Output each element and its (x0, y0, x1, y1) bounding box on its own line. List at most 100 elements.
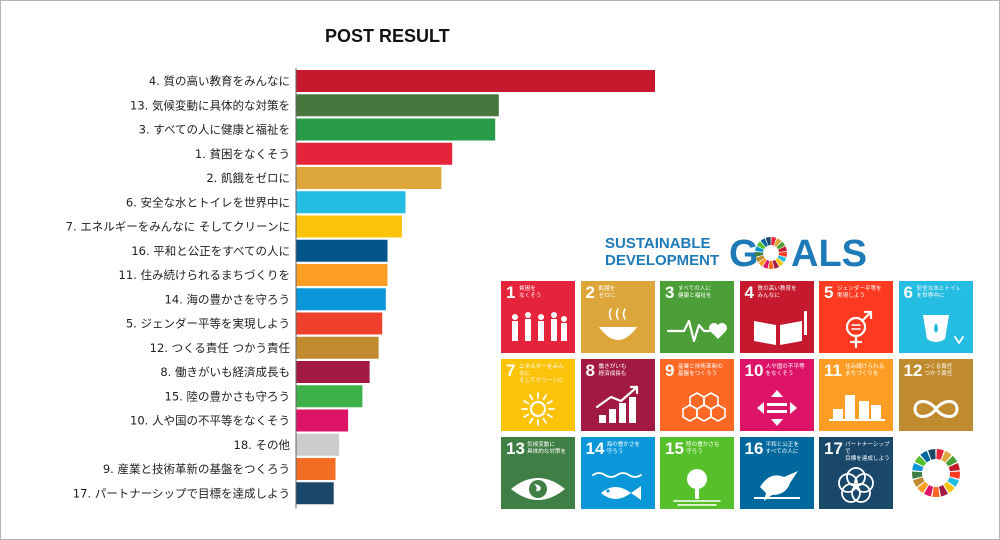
sdg-tile-title: エネルギーをみんなに そしてクリーンに (519, 364, 564, 384)
bar-6 (296, 215, 402, 238)
sdg-tile-number: 6 (903, 283, 913, 302)
category-label-3: 1. 貧困をなくそう (195, 147, 290, 161)
category-label-9: 14. 海の豊かさを守ろう (165, 292, 290, 306)
sdg-tile-2: 2 飢餓を ゼロに (580, 281, 655, 353)
eye-globe-icon (511, 478, 565, 500)
sdg-tile-number: 5 (824, 283, 834, 302)
sdg-tile-title: 働きがいも 経済成長も (598, 364, 627, 377)
bar-10 (296, 312, 383, 335)
sdg-tile-title: 産業と技術革新の 基盤をつくろう (678, 364, 723, 377)
category-label-12: 8. 働きがいも経済成長も (160, 365, 290, 379)
category-label-2: 3. すべての人に健康と福祉を (139, 123, 290, 137)
sdg-tile-number: 3 (665, 283, 675, 302)
sdg-tile-8: 8 働きがいも 経済成長も (580, 359, 655, 431)
sdg-tile-4: 4 質の高い教育を みんなに (739, 281, 814, 353)
sdg-tile-number: 4 (744, 283, 754, 302)
category-label-10: 5. ジェンダー平等を実現しよう (126, 317, 290, 331)
sdg-tile-graphic (913, 400, 958, 418)
cubes-icon (682, 392, 726, 422)
bar-0 (296, 70, 655, 92)
sdg-tile-title: 海の豊かさを 守ろう (606, 442, 641, 455)
bar-17 (296, 482, 334, 505)
category-labels-group: 4. 質の高い教育をみんなに 13. 気候変動に具体的な対策を 3. すべての人に健… (66, 74, 291, 500)
chart-title: POST RESULT (325, 26, 450, 46)
sdg-tile-graphic (756, 390, 797, 426)
sdg-tile-graphic (511, 478, 565, 500)
sdg-tile-title: 住み続けられる まちづくりを (845, 364, 885, 377)
dove-icon (753, 471, 800, 501)
sdg-tile-title: つくる責任 つかう責任 (924, 364, 953, 377)
sdg-tile-graphic (521, 392, 555, 426)
sdg-tile-1: 1 貧困を なくそう (501, 281, 575, 353)
category-label-1: 13. 気候変動に具体的な対策を (130, 98, 290, 112)
sdg-tile-12: 12 つくる責任 つかう責任 (898, 359, 973, 431)
sdg-tile-graphic (753, 471, 800, 501)
bar-15 (296, 433, 340, 456)
sdg-tile-graphic (845, 310, 873, 349)
bar-4 (296, 167, 442, 189)
bar-1 (296, 94, 499, 117)
sdg-tile-title: パートナーシップで 目標を達成しよう (845, 442, 890, 462)
sdg-tile-number: 13 (506, 439, 525, 458)
sdg-tile-5: 5 ジェンダー平等を 実現しよう (819, 281, 893, 353)
sdg-tile-number: 8 (585, 361, 595, 380)
bowl-icon (598, 308, 637, 340)
book-icon (753, 311, 807, 345)
sdg-tile-wheel (898, 437, 973, 509)
sdg-tile-title: ジェンダー平等を 実現しよう (837, 286, 882, 299)
sdg-tile-graphic (838, 467, 874, 503)
category-label-0: 4. 質の高い教育をみんなに (149, 74, 290, 88)
sdg-tile-number: 16 (744, 439, 764, 458)
bar-12 (296, 361, 370, 383)
bar-3 (296, 142, 453, 165)
sdg-tile-graphic (753, 311, 807, 345)
sdg-tile-graphic (598, 308, 637, 340)
bar-9 (296, 288, 386, 311)
sdg-tile-title: 安全な水とトイレ を世界中に (916, 286, 962, 299)
sdg-tile-10: 10 人や国の不平等 をなくそう (739, 359, 814, 431)
category-label-8: 11. 住み続けられるまちづくりを (119, 268, 290, 282)
bar-2 (296, 118, 496, 141)
sdg-tile-number: 10 (744, 361, 764, 380)
bar-16 (296, 458, 336, 480)
sdg-tile-graphic (829, 395, 885, 421)
sdg-tile-graphic (512, 312, 567, 341)
sun-icon (521, 392, 555, 426)
sdg-tile-title: 陸の豊かさも 守ろう (686, 442, 720, 455)
sdg-tile-title: 平和と公正を すべての人に (765, 442, 800, 455)
logo-big-g: G (729, 233, 759, 274)
rings-icon (838, 467, 874, 503)
category-label-7: 16. 平和と公正をすべての人に (131, 244, 290, 258)
city-icon (829, 395, 885, 421)
category-label-17: 17. パートナーシップで目標を達成しよう (73, 486, 290, 500)
sdg-tile-title: 質の高い教育を みんなに (757, 286, 797, 299)
sdg-tile-14: 14 海の豊かさを 守ろう (580, 437, 655, 509)
category-label-16: 9. 産業と技術革新の基盤をつくろう (103, 462, 290, 476)
sdg-tile-graphic (591, 472, 642, 500)
sdg-tile-7: 7 エネルギーをみんなに そしてクリーンに (501, 359, 575, 431)
sdg-tile-number: 15 (665, 439, 684, 458)
sdg-tile-number: 17 (824, 439, 843, 458)
sdg-icons-grid: 1 貧困を なくそう 2 飢餓を ゼロに 3 すべての人に 健康と福祉を 4 質の高い教育を … (501, 281, 973, 513)
sdg-tile-title: 貧困を なくそう (519, 286, 542, 299)
sdg-tile-6: 6 安全な水とトイレ を世界中に (898, 281, 973, 353)
category-label-5: 6. 安全な水とトイレを世界中に (126, 195, 290, 209)
sdg-tile-title: すべての人に 健康と福祉を (678, 286, 712, 299)
category-label-15: 18. その他 (234, 438, 291, 452)
category-label-6: 7. エネルギーをみんなに そしてクリーンに (66, 220, 290, 234)
sdg-tile-number: 12 (903, 361, 923, 380)
water-icon (922, 315, 964, 344)
logo-line1: SUSTAINABLE (605, 235, 711, 252)
heartbeat-icon (666, 319, 727, 343)
category-label-11: 12. つくる責任 つかう責任 (150, 341, 291, 355)
bar-13 (296, 385, 363, 408)
sdg-tile-17: 17 パートナーシップで 目標を達成しよう (819, 437, 893, 509)
bar-5 (296, 191, 406, 214)
tree-icon (673, 469, 721, 506)
bar-11 (296, 336, 379, 359)
sdg-wheel-icon (755, 237, 787, 269)
family-icon (512, 312, 567, 341)
bar-7 (296, 239, 388, 262)
sdg-tile-13: 13 気候変動に 具体的な対策を (501, 437, 575, 509)
